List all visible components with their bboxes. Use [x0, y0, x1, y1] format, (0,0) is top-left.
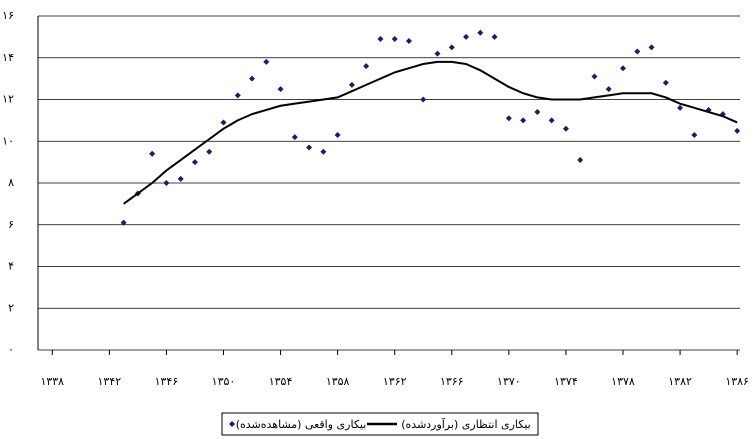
legend-label: بیکاری انتظاری (برآوردشده)	[401, 417, 531, 431]
data-point	[120, 219, 127, 226]
x-tick-label: ۱۳۸۶	[725, 375, 749, 388]
y-tick-label: ۶	[8, 218, 14, 231]
data-point	[648, 44, 655, 51]
data-point	[548, 117, 555, 124]
data-point	[291, 134, 298, 141]
x-tick-label: ۱۳۷۸	[611, 375, 635, 388]
data-point	[620, 65, 626, 72]
data-point	[377, 35, 384, 42]
data-point	[691, 131, 698, 138]
y-tick-label: ۱۴	[2, 51, 14, 64]
data-point	[448, 44, 455, 51]
x-tick-label: ۱۳۸۲	[668, 375, 692, 388]
data-point	[591, 73, 598, 80]
data-point	[277, 86, 284, 93]
data-point	[734, 127, 741, 134]
data-point	[220, 119, 227, 126]
data-point	[391, 35, 398, 42]
data-point	[677, 104, 684, 111]
data-point	[520, 117, 527, 124]
data-point	[491, 33, 498, 40]
data-point	[177, 175, 184, 182]
y-tick-label: ۱۰	[2, 134, 14, 147]
y-tick-label: ۲	[8, 301, 14, 314]
x-tick-label: ۱۳۴۶	[155, 375, 179, 388]
data-point	[191, 159, 198, 166]
y-tick-label: ۱۲	[2, 93, 14, 106]
data-point	[206, 148, 213, 155]
data-point	[348, 81, 355, 88]
data-point	[477, 29, 484, 36]
data-point	[534, 109, 541, 116]
data-point	[434, 50, 441, 57]
legend-label: بیکاری واقعی (مشاهده‌شده)	[236, 418, 367, 431]
data-point	[634, 48, 641, 55]
data-point	[605, 86, 612, 93]
y-tick-label: ۸	[8, 176, 14, 189]
legend-marker	[229, 421, 235, 427]
x-tick-label: ۱۳۷۰	[497, 375, 521, 388]
data-point	[263, 58, 270, 65]
trend-line	[123, 60, 738, 205]
x-tick-label: ۱۳۶۲	[383, 375, 407, 388]
x-tick-label: ۱۳۷۴	[554, 375, 578, 388]
data-point	[662, 79, 669, 86]
data-point	[163, 180, 170, 186]
data-point	[463, 33, 470, 40]
x-tick-label: ۱۳۵۸	[326, 375, 350, 388]
data-point	[577, 157, 584, 164]
y-tick-label: ۱۶	[2, 9, 14, 22]
data-point	[149, 150, 156, 157]
data-point	[562, 125, 569, 132]
data-point	[320, 148, 327, 155]
x-tick-label: ۱۳۵۴	[269, 375, 293, 388]
x-tick-label: ۱۳۳۸	[40, 375, 64, 388]
x-tick-label: ۱۳۵۰	[212, 375, 236, 388]
y-tick-label: ۴	[8, 260, 14, 273]
data-point	[420, 96, 427, 103]
data-point	[234, 92, 241, 99]
data-point	[405, 38, 412, 45]
data-point	[505, 115, 512, 122]
data-point	[334, 131, 341, 138]
data-point	[306, 144, 313, 151]
x-tick-label: ۱۳۶۶	[440, 375, 464, 388]
data-point	[363, 63, 370, 70]
x-tick-label: ۱۳۴۲	[98, 375, 122, 388]
y-tick-label: ۰	[8, 343, 14, 356]
data-point	[249, 75, 256, 82]
